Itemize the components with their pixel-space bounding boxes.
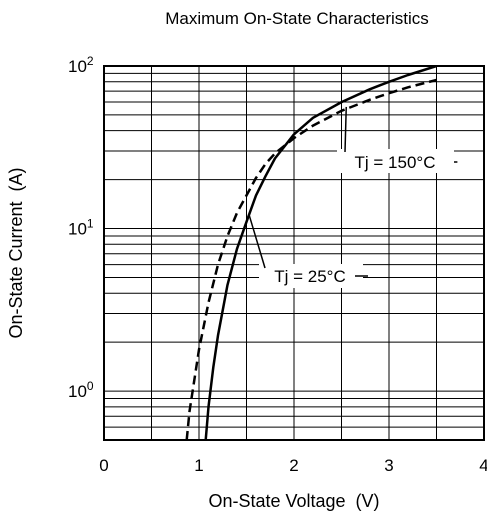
y-tick-labels: 100 101 102 (68, 54, 94, 401)
series-line-tj-25c (204, 66, 437, 440)
annotation-tj-150c: Tj = 150°C (337, 106, 458, 173)
x-tick-label: 0 (99, 456, 108, 475)
x-tick-label: 1 (194, 456, 203, 475)
annotation-tj-25c: Tj = 25°C (248, 215, 368, 288)
series-line-tj-150c (185, 78, 437, 440)
y-tick-label: 102 (68, 54, 94, 76)
x-tick-labels: 0 1 2 3 4 (99, 456, 487, 475)
annotation-background (259, 264, 363, 288)
chart-title: Maximum On-State Characteristics (165, 9, 429, 28)
annotation-leader-line (248, 215, 266, 269)
grid (104, 66, 484, 440)
plot-frame (103, 65, 485, 441)
series-layer: Tj = 150°C Tj = 25°C (185, 66, 458, 440)
y-tick-label: 100 (68, 379, 94, 401)
y-axis-label: On-State Current (A) (6, 167, 26, 338)
annotation-label: Tj = 150°C (355, 153, 436, 172)
x-tick-label: 3 (384, 456, 393, 475)
annotation-label: Tj = 25°C (274, 267, 346, 286)
annotation-leader-line (344, 106, 347, 153)
x-tick-label: 4 (479, 456, 487, 475)
x-axis-label: On-State Voltage (V) (208, 491, 379, 511)
y-tick-label: 101 (68, 217, 94, 239)
x-tick-label: 2 (289, 456, 298, 475)
annotation-background (337, 149, 454, 173)
